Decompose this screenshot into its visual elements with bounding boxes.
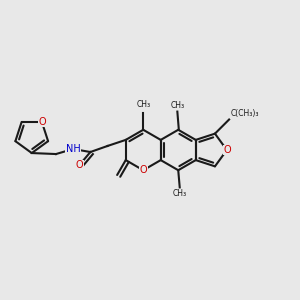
Text: CH₃: CH₃ — [136, 100, 150, 109]
Text: CH₃: CH₃ — [170, 101, 184, 110]
Text: NH: NH — [66, 144, 81, 154]
Text: O: O — [223, 145, 231, 155]
Text: O: O — [76, 160, 83, 170]
Text: O: O — [140, 165, 147, 175]
Text: CH₃: CH₃ — [173, 189, 187, 198]
Text: O: O — [38, 117, 46, 127]
Text: C(CH₃)₃: C(CH₃)₃ — [231, 109, 259, 118]
